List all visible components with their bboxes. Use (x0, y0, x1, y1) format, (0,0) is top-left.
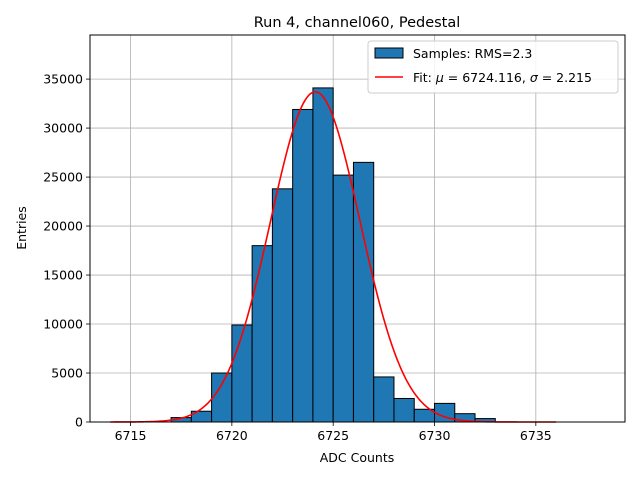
histogram-bar (251, 245, 273, 423)
plot-frame (89, 34, 626, 423)
y-tick-label: 20000 (43, 219, 83, 234)
y-tick-label: 0 (75, 415, 83, 430)
histogram-bar (373, 376, 395, 423)
histogram-bar (352, 161, 375, 423)
y-axis-ticks: 0 5000 10000 15000 20000 25000 30000 35000 (43, 72, 90, 430)
histogram-bars (170, 87, 496, 423)
x-tick-label: 6730 (419, 428, 451, 443)
y-tick-label: 35000 (43, 72, 83, 87)
histogram-bar (312, 87, 334, 423)
x-tick-label: 6725 (317, 428, 349, 443)
histogram-bar (271, 188, 294, 423)
y-tick-label: 15000 (43, 268, 83, 283)
y-tick-label: 10000 (43, 317, 83, 332)
chart-title: Run 4, channel060, Pedestal (254, 15, 461, 31)
legend: Samples: RMS=2.3 Fit: μ = 6724.116, σ = … (367, 40, 619, 94)
legend-swatch-samples (374, 47, 404, 59)
legend-label-fit: Fit: μ = 6724.116, σ = 2.215 (413, 70, 592, 85)
y-tick-label: 25000 (43, 170, 83, 185)
legend-box (367, 40, 619, 94)
histogram-bar (211, 372, 233, 423)
x-tick-label: 6715 (115, 428, 147, 443)
x-tick-label: 6735 (520, 428, 552, 443)
legend-label-samples: Samples: RMS=2.3 (413, 46, 532, 61)
x-tick-label: 6720 (216, 428, 248, 443)
histogram-bar (393, 397, 415, 423)
histogram-bar (231, 324, 253, 423)
y-tick-label: 30000 (43, 121, 83, 136)
histogram-bar (332, 174, 354, 423)
x-axis-label: ADC Counts (320, 450, 395, 465)
y-tick-label: 5000 (51, 366, 83, 381)
histogram-bar (292, 108, 314, 423)
y-axis-label: Entries (14, 206, 29, 250)
x-axis-ticks: 6715 6720 6725 6730 6735 (115, 422, 552, 443)
